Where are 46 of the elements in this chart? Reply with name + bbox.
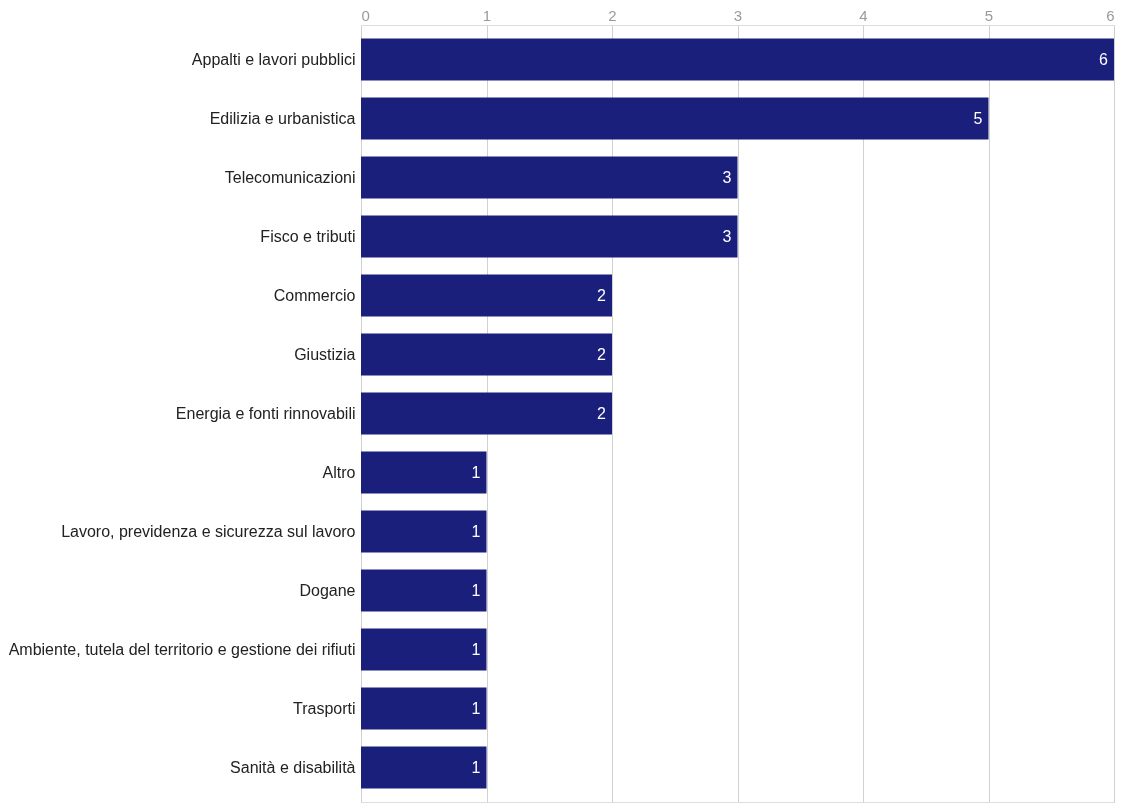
x-tick-label: 4 [859, 6, 868, 24]
data-label: 1 [471, 758, 481, 776]
bar [361, 569, 487, 612]
bar [361, 392, 612, 435]
data-label: 2 [597, 345, 607, 363]
bar [361, 274, 612, 317]
bar [361, 746, 487, 789]
y-tick-label: Dogane [299, 582, 356, 599]
y-tick-label: Appalti e lavori pubblici [191, 51, 356, 68]
x-tick-label: 6 [1106, 6, 1115, 24]
y-tick-label: Ambiente, tutela del territorio e gestione dei rifiuti [8, 641, 356, 658]
data-label: 6 [1099, 50, 1109, 68]
x-tick-label: 2 [608, 6, 617, 24]
x-tick-label: 3 [733, 6, 743, 24]
x-tick-label: 0 [361, 6, 370, 24]
data-label: 2 [597, 286, 607, 304]
x-tick-label: 5 [984, 6, 994, 24]
bar [361, 687, 487, 730]
y-tick-label: Fisco e tributi [260, 228, 356, 245]
bar [361, 156, 738, 199]
data-label: 5 [973, 109, 983, 127]
y-tick-label: Altro [322, 464, 356, 481]
data-label: 1 [471, 463, 481, 481]
data-label: 1 [471, 522, 481, 540]
x-tick-label: 1 [482, 6, 492, 24]
bar [361, 451, 487, 494]
y-tick-label: Lavoro, previdenza e sicurezza sul lavoro [61, 523, 356, 540]
y-tick-label: Telecomunicazioni [224, 169, 356, 186]
y-tick-label: Edilizia e urbanistica [209, 110, 356, 127]
data-label: 3 [722, 168, 732, 186]
bar [361, 333, 612, 376]
data-label: 1 [471, 581, 481, 599]
bar [361, 510, 487, 553]
y-tick-label: Energia e fonti rinnovabili [175, 405, 356, 422]
y-tick-label: Trasporti [292, 700, 356, 717]
y-tick-label: Giustizia [294, 346, 356, 363]
bar [361, 628, 487, 671]
bar [361, 97, 989, 140]
y-tick-label: Commercio [273, 287, 356, 304]
data-label: 1 [471, 699, 481, 717]
data-label: 1 [471, 640, 481, 658]
y-tick-label: Sanità e disabilità [230, 759, 356, 776]
bar [361, 38, 1114, 81]
data-label: 2 [597, 404, 607, 422]
bar [361, 215, 738, 258]
data-label: 3 [722, 227, 732, 245]
